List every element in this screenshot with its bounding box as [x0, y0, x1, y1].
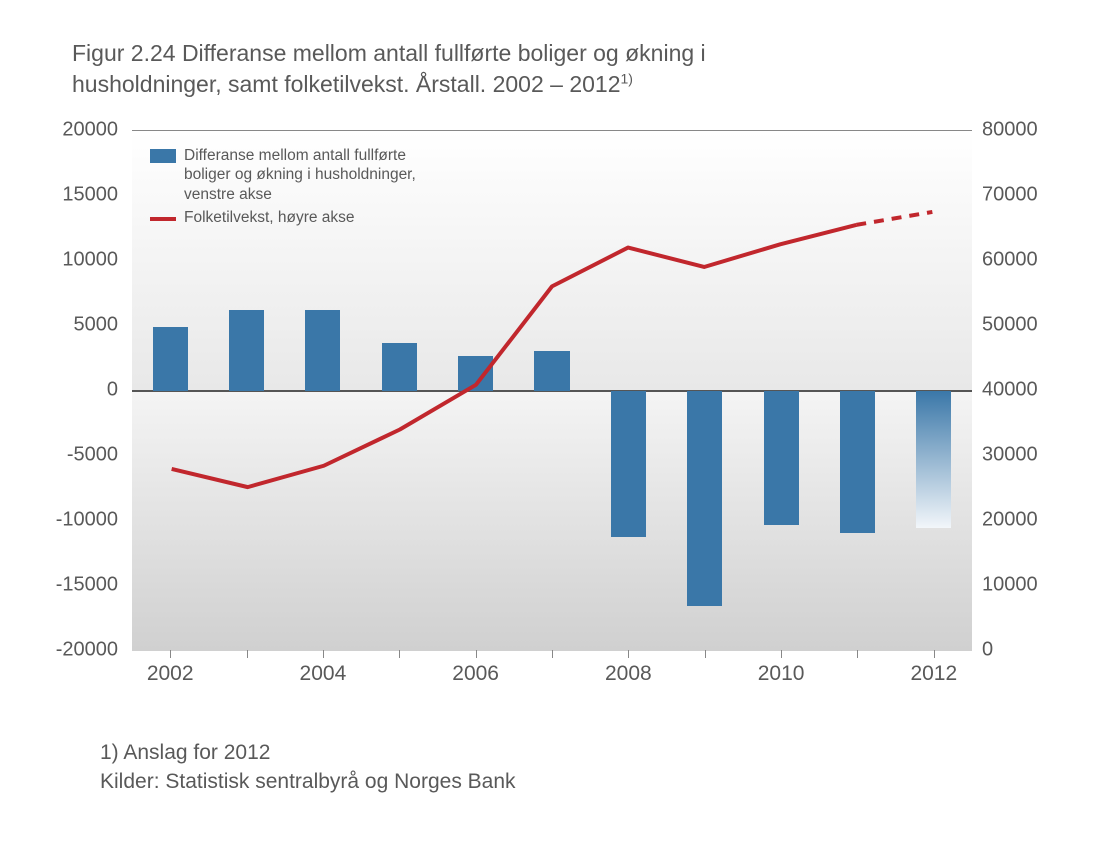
y-left-tick: 0	[38, 379, 118, 402]
title-line-1: Figur 2.24 Differanse mellom antall full…	[72, 40, 706, 66]
x-tick-label: 2006	[436, 662, 516, 686]
x-tick-mark	[399, 650, 400, 658]
x-tick-mark	[476, 650, 477, 658]
y-right-tick: 40000	[982, 379, 1062, 402]
x-tick-mark	[705, 650, 706, 658]
x-tick-mark	[247, 650, 248, 658]
x-tick-label: 2008	[588, 662, 668, 686]
legend-swatch-bars	[150, 149, 176, 163]
y-right-tick: 20000	[982, 509, 1062, 532]
line-solid	[172, 225, 857, 487]
x-tick-mark	[857, 650, 858, 658]
x-tick-mark	[323, 650, 324, 658]
y-right-tick: 0	[982, 639, 1062, 662]
y-left-tick: 10000	[38, 249, 118, 272]
legend-swatch-line	[150, 217, 176, 221]
y-right-tick: 70000	[982, 184, 1062, 207]
x-tick-label: 2002	[130, 662, 210, 686]
x-tick-label: 2010	[741, 662, 821, 686]
x-tick-mark	[628, 650, 629, 658]
chart-title: Figur 2.24 Differanse mellom antall full…	[72, 38, 892, 100]
y-left-tick: -10000	[38, 509, 118, 532]
y-left-tick: -15000	[38, 574, 118, 597]
y-left-tick: -5000	[38, 444, 118, 467]
y-right-tick: 30000	[982, 444, 1062, 467]
footnote-line-1: 1) Anslag for 2012	[100, 741, 270, 764]
y-right-tick: 80000	[982, 119, 1062, 142]
y-right-tick: 50000	[982, 314, 1062, 337]
chart-footnote: 1) Anslag for 2012 Kilder: Statistisk se…	[100, 738, 516, 797]
legend-label-line: Folketilvekst, høyre akse	[184, 208, 355, 227]
x-tick-mark	[170, 650, 171, 658]
x-tick-mark	[552, 650, 553, 658]
y-right-tick: 10000	[982, 574, 1062, 597]
x-tick-label: 2012	[894, 662, 974, 686]
title-line-2: husholdninger, samt folketilvekst. Årsta…	[72, 71, 621, 97]
y-left-tick: 5000	[38, 314, 118, 337]
x-tick-mark	[934, 650, 935, 658]
y-left-tick: 20000	[38, 119, 118, 142]
legend: Differanse mellom antall fullførte bolig…	[150, 146, 480, 232]
y-left-tick: 15000	[38, 184, 118, 207]
y-right-tick: 60000	[982, 249, 1062, 272]
y-left-tick: -20000	[38, 639, 118, 662]
x-tick-mark	[781, 650, 782, 658]
footnote-line-2: Kilder: Statistisk sentralbyrå og Norges…	[100, 770, 516, 793]
legend-label-bars: Differanse mellom antall fullførte bolig…	[184, 146, 416, 204]
x-tick-label: 2004	[283, 662, 363, 686]
title-sup: 1)	[621, 70, 633, 86]
legend-item-bars: Differanse mellom antall fullførte bolig…	[150, 146, 480, 204]
line-dashed	[856, 212, 932, 225]
legend-item-line: Folketilvekst, høyre akse	[150, 208, 480, 227]
